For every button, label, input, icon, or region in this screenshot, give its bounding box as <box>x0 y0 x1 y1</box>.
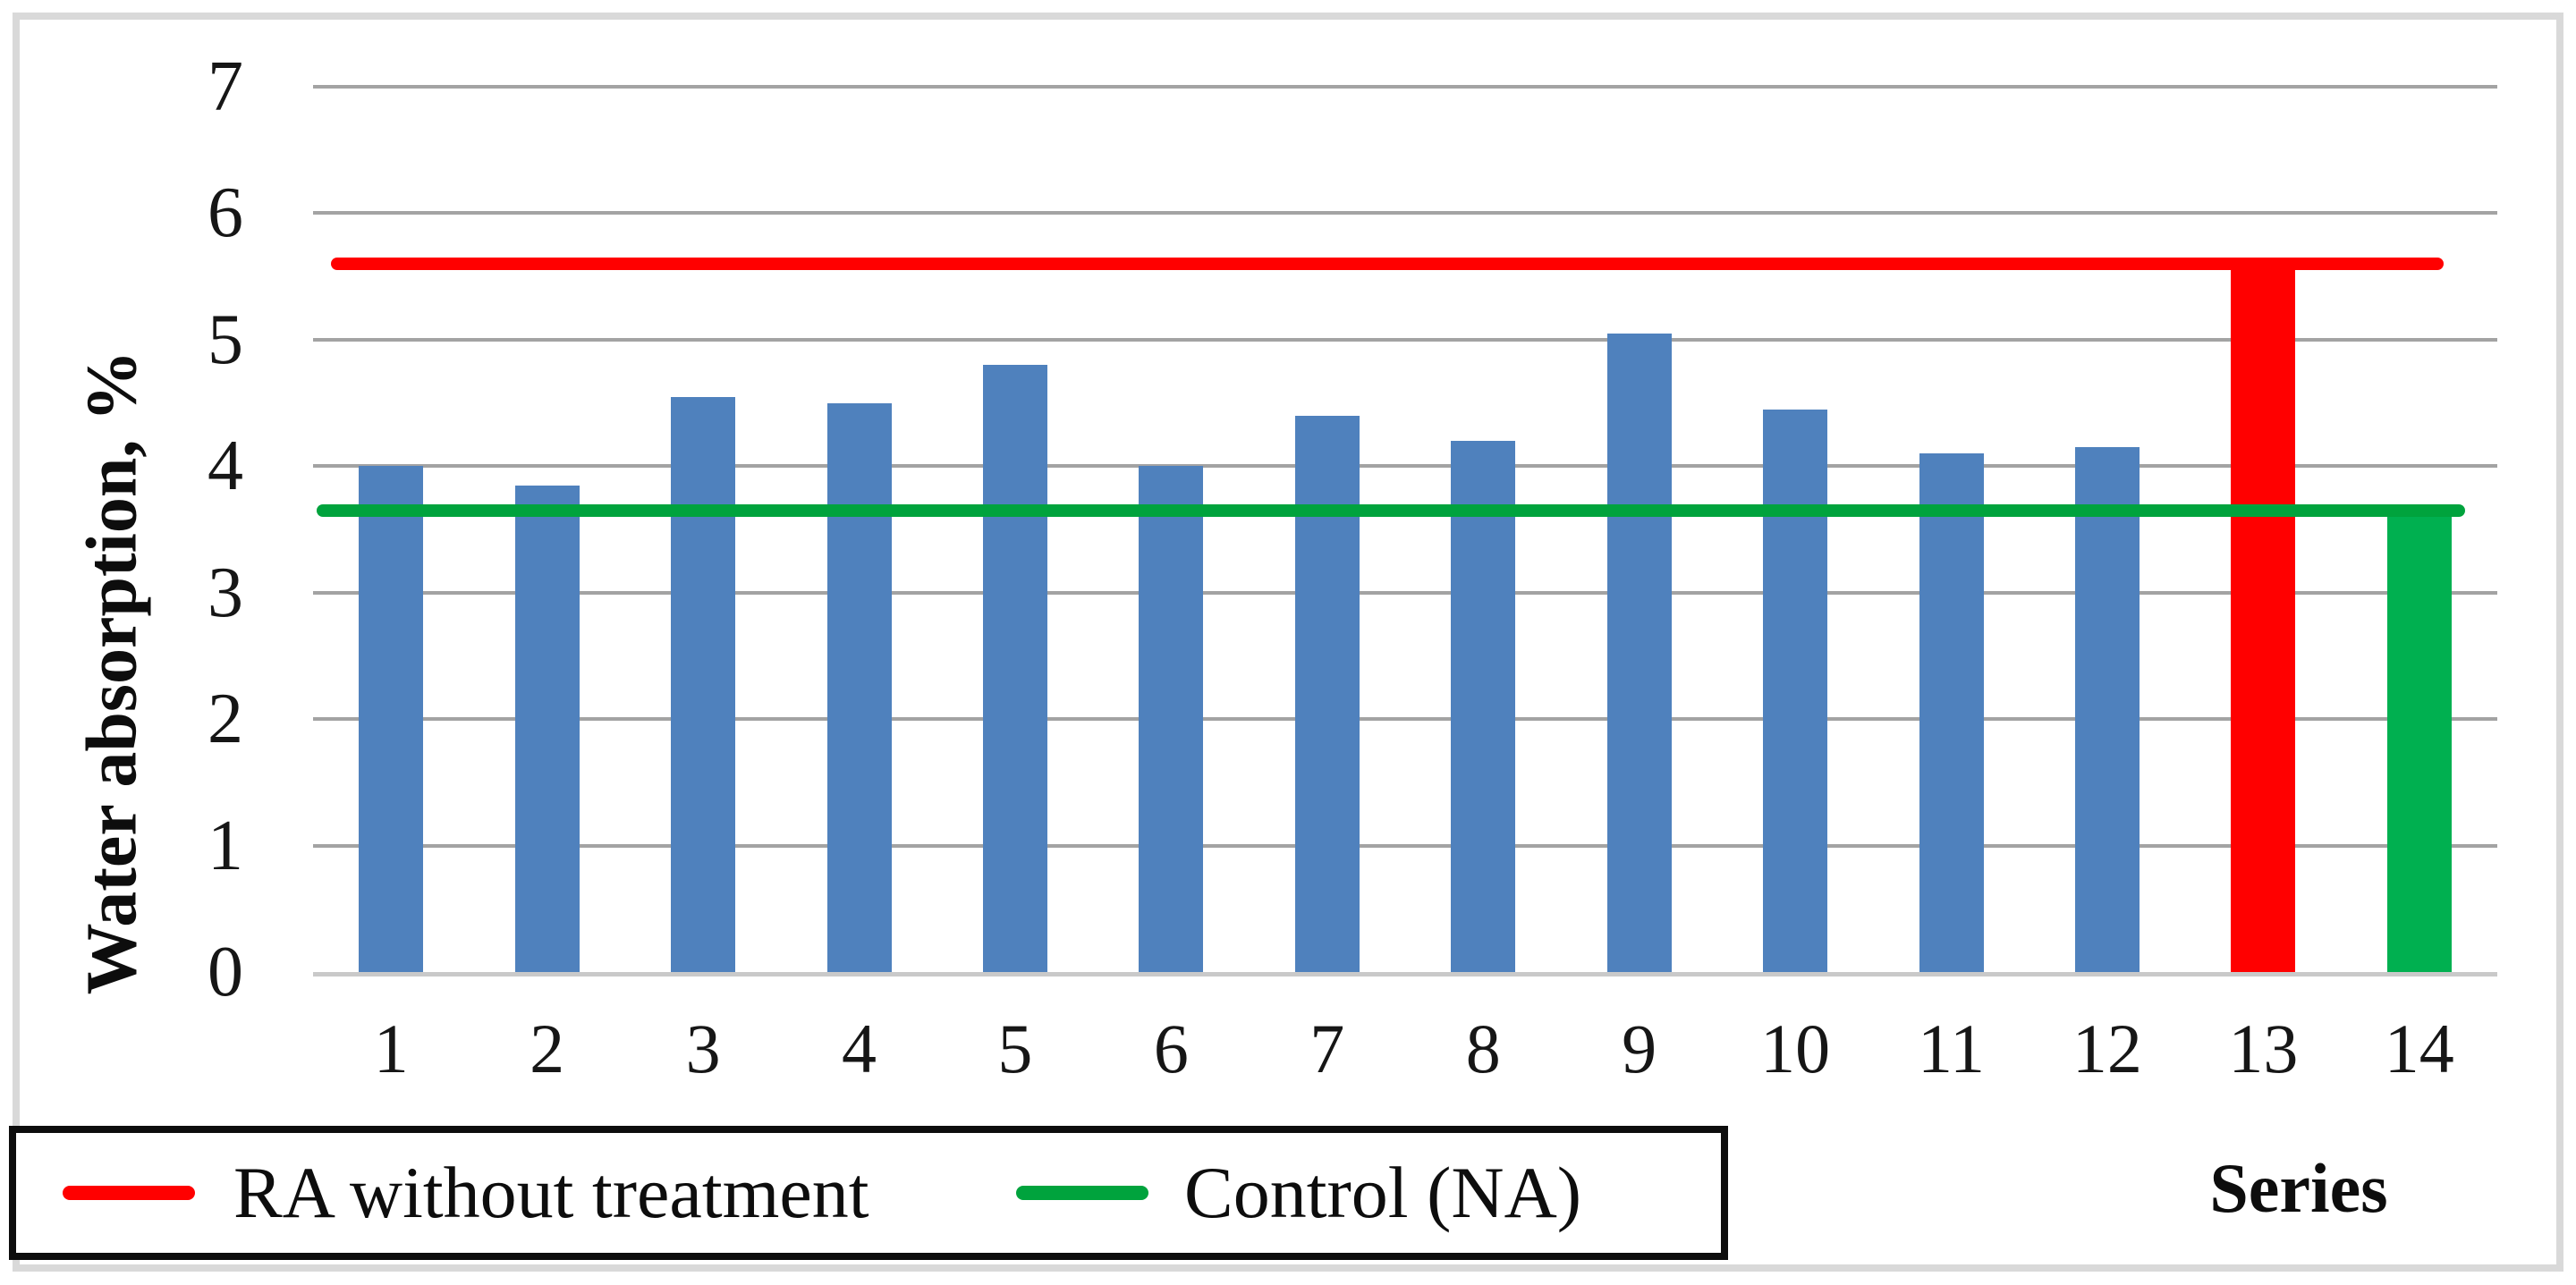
x-tick-label-2: 2 <box>530 1010 565 1087</box>
y-tick-label-3: 3 <box>208 553 243 632</box>
x-tick-label-4: 4 <box>842 1010 877 1087</box>
control-line-legend-swatch <box>1016 1186 1148 1200</box>
x-tick-label-9: 9 <box>1622 1010 1657 1087</box>
bar-6 <box>1139 466 1204 972</box>
x-tick-label-12: 12 <box>2072 1010 2142 1087</box>
ra-line-legend-swatch <box>63 1186 195 1200</box>
x-tick-label-14: 14 <box>2384 1010 2454 1087</box>
bar-4 <box>826 402 892 972</box>
gridline-3 <box>313 590 2497 595</box>
y-tick-label-0: 0 <box>208 933 243 1011</box>
gridline-1 <box>313 843 2497 848</box>
x-tick-label-1: 1 <box>373 1010 409 1087</box>
x-tick-label-7: 7 <box>1309 1010 1345 1087</box>
bar-3 <box>671 396 736 972</box>
bar-10 <box>1763 409 1828 972</box>
gridline-4 <box>313 464 2497 469</box>
bar-14 <box>2386 503 2452 972</box>
gridline-5 <box>313 337 2497 342</box>
plot-area <box>313 85 2497 976</box>
x-tick-label-8: 8 <box>1465 1010 1501 1087</box>
bar-2 <box>514 485 580 972</box>
bar-8 <box>1451 441 1516 972</box>
y-tick-label-4: 4 <box>208 427 243 506</box>
y-tick-label-1: 1 <box>208 806 243 885</box>
gridline-2 <box>313 717 2497 722</box>
y-tick-label-2: 2 <box>208 680 243 759</box>
ra-line-legend-label: RA without treatment <box>233 1152 869 1233</box>
x-axis-title: Series <box>2209 1149 2388 1227</box>
bar-1 <box>359 466 424 972</box>
y-tick-label-6: 6 <box>208 173 243 253</box>
legend-box: RA without treatment Control (NA) <box>9 1126 1728 1260</box>
x-tick-label-6: 6 <box>1153 1010 1189 1087</box>
control-na-line <box>317 503 2465 517</box>
x-tick-label-10: 10 <box>1760 1010 1831 1087</box>
x-tick-label-11: 11 <box>1917 1010 1986 1087</box>
x-tick-label-3: 3 <box>685 1010 721 1087</box>
bar-12 <box>2074 447 2140 972</box>
bar-9 <box>1606 333 1672 972</box>
bar-5 <box>982 365 1047 972</box>
y-tick-label-5: 5 <box>208 300 243 379</box>
ra-without-treatment-line <box>331 258 2444 270</box>
y-tick-label-7: 7 <box>208 47 243 126</box>
control-line-legend-label: Control (NA) <box>1184 1152 1582 1233</box>
gridline-6 <box>313 211 2497 216</box>
bar-11 <box>1919 453 1984 972</box>
gridline-7 <box>313 85 2497 89</box>
bar-7 <box>1294 415 1360 972</box>
x-tick-label-13: 13 <box>2228 1010 2299 1087</box>
x-tick-label-5: 5 <box>997 1010 1033 1087</box>
bar-13 <box>2231 264 2296 972</box>
